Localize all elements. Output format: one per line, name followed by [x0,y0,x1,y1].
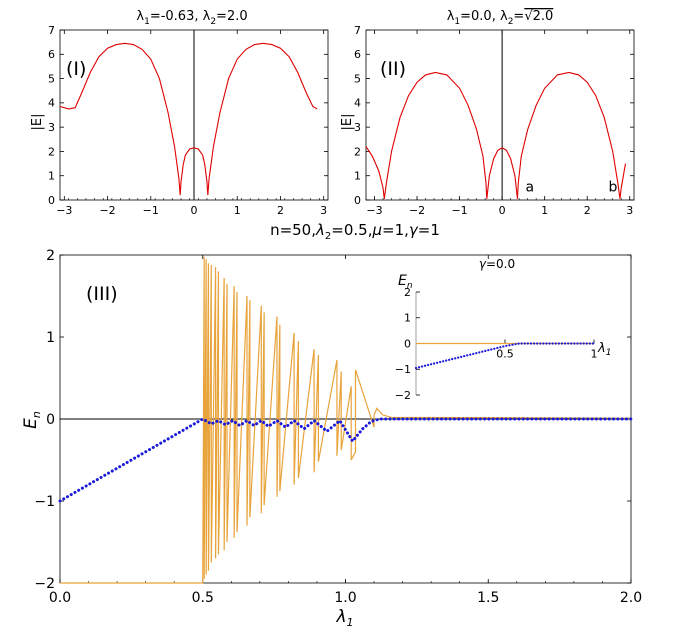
x-tick-label: 2.0 [620,590,642,606]
y-tick-label: 5 [354,72,361,85]
y-tick-label: 6 [48,48,55,61]
x-tick-label: 3 [626,204,633,217]
x-tick-label: 0.5 [496,348,514,361]
y-tick-label: −2 [34,576,55,592]
panel-i-curve [59,42,318,196]
panel-iii-label: (III) [86,283,118,305]
x-tick-label: 0.0 [49,590,71,606]
y-tick-label: 0 [48,194,55,207]
panel-iii: n=50,λ2=0.5,μ=1,γ=1 (III) En λ1 0.0 0.5 1.… [21,221,642,629]
y-tick-label: 4 [354,97,361,110]
x-tick-label: 1 [541,204,548,217]
y-tick-label: 2 [404,286,411,299]
x-tick-label: 1 [234,204,241,217]
x-tick-label: 2 [584,204,591,217]
y-tick-label: 0 [46,412,55,428]
panel-i-ticks: −3 −2 −1 0 1 2 3 0 1 2 3 4 5 6 7 [48,24,328,217]
panel-ii-ticks: −3 −2 −1 0 1 2 3 0 1 2 3 4 5 6 7 [354,24,634,217]
annotation-b: b [608,180,617,196]
y-tick-label: −2 [395,389,411,402]
inset-title: γ=0.0 [479,257,515,271]
annotation-a: a [526,180,535,196]
inset-ylabel: En [398,273,413,291]
x-tick-label: 2 [277,204,284,217]
panel-iii-orange-curve [60,256,632,584]
y-tick-label: 1 [404,312,411,325]
y-tick-label: 3 [354,121,361,134]
panel-i-ylabel: |E| [30,114,45,131]
y-tick-label: −1 [395,363,411,376]
panel-i-label: (I) [66,58,86,80]
x-tick-label: 1.5 [477,590,499,606]
x-tick-label: 3 [320,204,327,217]
panel-ii-label: (II) [380,58,406,80]
panel-iii-ticks: 0.0 0.5 1.0 1.5 2.0 −2 −1 0 1 2 [34,248,642,606]
y-tick-label: 1 [48,170,55,183]
inset-blue-curve [414,342,596,370]
panel-ii-title: λ1=0.0, λ2=√2.0 [447,9,554,27]
y-tick-label: 1 [46,330,55,346]
inset: γ=0.0 En λ1 0.5 1 −2 −1 0 1 2 [395,257,612,402]
panel-i-title: λ1=-0.63, λ2=2.0 [136,9,247,27]
panel-ii-frame [365,29,635,201]
y-tick-label: 2 [354,145,361,158]
x-tick-label: −2 [409,204,425,217]
x-tick-label: 1.0 [334,590,356,606]
panel-iii-xlabel: λ1 [335,607,353,629]
y-tick-label: 3 [48,121,55,134]
y-tick-label: 7 [48,24,55,37]
inset-xlabel: λ1 [597,341,611,358]
y-tick-label: 2 [46,248,55,264]
x-tick-label: 0.5 [192,590,214,606]
y-tick-label: 6 [354,48,361,61]
x-tick-label: 0 [191,204,198,217]
panel-iii-blue-curve [58,417,633,503]
panel-iii-title: n=50,λ2=0.5,μ=1,γ=1 [270,221,440,242]
y-tick-label: 4 [48,97,55,110]
y-tick-label: −1 [34,494,55,510]
y-tick-label: 5 [48,72,55,85]
y-tick-label: 0 [354,194,361,207]
panel-ii-curve [365,71,627,199]
panel-iii-ylabel: En [21,411,43,429]
x-tick-label: −3 [56,204,72,217]
x-tick-label: 0 [499,204,506,217]
panel-ii: λ1=0.0, λ2=√2.0 (II) |E| a b −3 −2 −1 0 1 2 3 0… [340,9,635,217]
y-tick-label: 2 [48,145,55,158]
x-tick-label: −1 [143,204,159,217]
panel-i: λ1=-0.63, λ2=2.0 (I) |E| −3 −2 −1 0 1 2 3 0 1 2 3 4… [30,9,329,217]
x-tick-label: −2 [99,204,115,217]
y-tick-label: 0 [404,337,411,350]
x-tick-label: −1 [451,204,467,217]
y-tick-label: 1 [354,170,361,183]
x-tick-label: 1 [591,348,598,361]
panel-ii-ylabel: |E| [340,114,355,131]
x-tick-label: −3 [366,204,382,217]
y-tick-label: 7 [354,24,361,37]
